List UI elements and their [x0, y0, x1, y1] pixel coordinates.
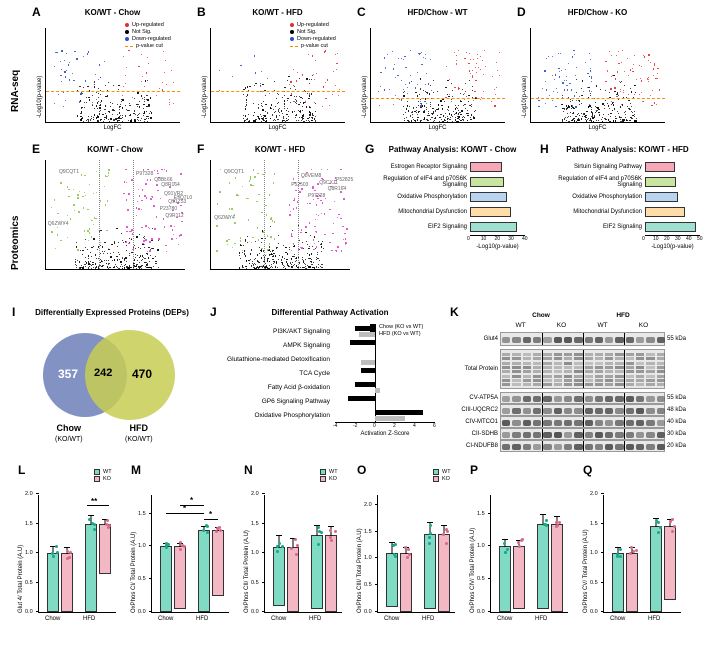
pvalue-cut-line	[371, 98, 505, 99]
blot-row-CIII-UQCRC2: CIII-UQCRC248 kDa	[500, 404, 665, 416]
bar-chart-N: 0.00.51.01.52.0ChowHFD	[264, 495, 342, 613]
volcano-legend: Up-regulatedNot Sig.Down-regulatedp-valu…	[290, 22, 336, 50]
panel-K-label: K	[450, 305, 459, 319]
bar-chart-P: 0.00.51.01.5ChowHFD	[490, 495, 568, 613]
venn-right-label: HFD(KO/WT)	[125, 423, 153, 443]
bar-chart-Q: 0.00.51.01.52.0ChowHFD	[603, 495, 681, 613]
panel-J-title: Differential Pathway Activation	[225, 308, 435, 317]
volcano-C	[370, 28, 505, 123]
pvalue-cut-line	[211, 91, 345, 92]
blot-row-CI-NDUFB8: CI-NDUFB820 kDa	[500, 440, 665, 452]
panel-I-label: I	[12, 305, 15, 319]
blot-row-Total Protein: Total Protein	[500, 349, 665, 389]
panel-D-label: D	[517, 5, 526, 19]
volcano-D	[530, 28, 665, 123]
venn-overlap-n: 242	[94, 367, 112, 379]
pathway-bars-G: Estrogen Receptor SignalingRegulation of…	[370, 160, 525, 244]
pvalue-cut-line	[531, 98, 665, 99]
row-label-rnaseq: RNA-seq	[10, 70, 21, 112]
blot-row-CV-ATP5A: CV-ATP5A55 kDa	[500, 392, 665, 404]
blot-row-CII-SDHB: CII-SDHB30 kDa	[500, 428, 665, 440]
pvalue-cut-line	[46, 91, 180, 92]
panel-B-title: KO/WT - HFD	[210, 8, 345, 17]
panel-B-label: B	[197, 5, 206, 19]
western-blot: ChowHFDWTKOWTKOGlut455 kDaTotal ProteinC…	[500, 312, 665, 452]
blot-row-Glut4: Glut455 kDa	[500, 332, 665, 346]
blot-row-CIV-MTCO1: CIV-MTCO140 kDa	[500, 416, 665, 428]
volcano-legend: Up-regulatedNot Sig.Down-regulatedp-valu…	[125, 22, 171, 50]
panel-C-title: HFD/Chow - WT	[370, 8, 505, 17]
bar-chart-L: 0.00.51.01.52.0ChowHFD**	[38, 495, 116, 613]
venn-left-label: Chow(KO/WT)	[55, 423, 83, 443]
panel-A-title: KO/WT - Chow	[45, 8, 180, 17]
panel-D-title: HFD/Chow - KO	[530, 8, 665, 17]
venn-right-n: 470	[132, 367, 152, 381]
pathway-bars-H: Sirtuin Signaling PathwayRegulation of e…	[545, 160, 700, 244]
diffpath-chart: Chow (KO vs WT)HFD (KO vs WT)PI3K/AKT Si…	[205, 324, 435, 431]
panel-C-label: C	[357, 5, 366, 19]
venn-diagram: 357 242 470 Chow(KO/WT) HFD(KO/WT)	[30, 325, 190, 425]
panel-A-label: A	[32, 5, 41, 19]
bar-chart-O: 0.00.51.01.52.0ChowHFD	[377, 495, 455, 613]
venn-left-n: 357	[58, 367, 78, 381]
bar-chart-M: 0.00.51.01.5ChowHFD***	[151, 495, 229, 613]
panel-I-title: Differentially Expressed Proteins (DEPs)	[22, 308, 202, 317]
panel-J-label: J	[210, 305, 217, 319]
row-label-proteomics: Proteomics	[10, 216, 21, 270]
